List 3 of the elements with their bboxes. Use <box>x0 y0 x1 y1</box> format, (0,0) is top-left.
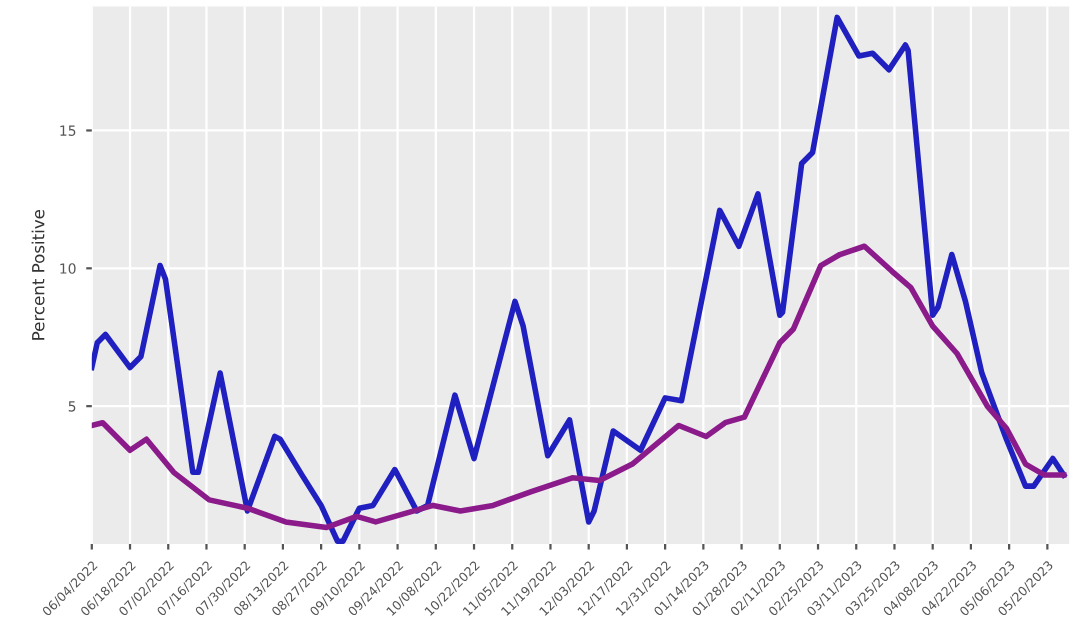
line-series <box>91 14 1067 544</box>
line-series <box>91 243 1067 531</box>
y-axis-title: Percent Positive <box>31 209 45 340</box>
